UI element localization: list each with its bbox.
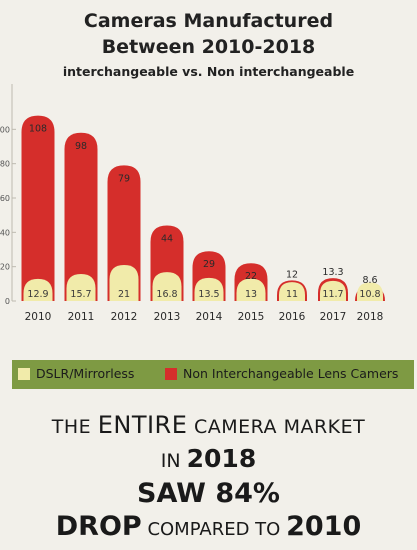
- x-tick-label: 2015: [238, 311, 265, 323]
- legend-swatch-non-interchangeable: [165, 368, 177, 380]
- bar-dslr-mirrorless: [152, 272, 182, 301]
- bar-dslr-mirrorless: [66, 274, 96, 301]
- x-tick-label: 2014: [196, 311, 223, 323]
- y-tick-label: 0: [5, 297, 10, 306]
- x-tick-label: 2012: [111, 311, 138, 323]
- headline-entire: ENTIRE: [97, 411, 188, 439]
- data-label-dslr-mirrorless: 16.8: [156, 289, 177, 300]
- chart-title-line1: Cameras Manufactured: [83, 10, 334, 32]
- headline-in: IN: [160, 450, 181, 472]
- x-tick-label: 2016: [279, 311, 306, 323]
- bar-dslr-mirrorless: [279, 282, 305, 301]
- bar-dslr-mirrorless: [320, 280, 346, 301]
- y-tick-label: 60: [0, 194, 10, 203]
- data-label-non-interchangeable: 8.6: [362, 275, 377, 286]
- headline-compared-to: COMPARED TO: [147, 519, 281, 540]
- bar-non-interchangeable: [64, 132, 98, 301]
- headline-line4: DROP COMPARED TO 2010: [0, 511, 417, 542]
- y-tick-label: 40: [0, 228, 10, 237]
- y-tick-label: 100: [0, 125, 10, 134]
- bar-dslr-mirrorless: [109, 264, 139, 301]
- bar-non-interchangeable: [21, 115, 55, 301]
- data-label-dslr-mirrorless: 12.9: [27, 289, 48, 300]
- legend-swatch-dslr: [18, 368, 30, 380]
- data-label-non-interchangeable: 22: [245, 271, 257, 282]
- headline-line1: THE ENTIRE CAMERA MARKET: [0, 411, 417, 439]
- bar-dslr-mirrorless: [357, 282, 383, 301]
- x-tick-label: 2013: [154, 311, 181, 323]
- headline-year-2018: 2018: [186, 444, 257, 473]
- data-label-dslr-mirrorless: 13.5: [198, 289, 219, 300]
- chart-subtitle: interchangeable vs. Non interchangeable: [62, 64, 355, 79]
- headline-year-2010: 2010: [286, 511, 362, 542]
- bar-chart: 0 20 40 60 80 100 108 12.9 2010 98 15.7 2011 79 21 20…: [0, 84, 385, 323]
- x-tick-label: 2018: [357, 311, 384, 323]
- data-label-non-interchangeable: 108: [29, 124, 47, 135]
- data-label-non-interchangeable: 29: [203, 259, 215, 270]
- data-label-non-interchangeable: 44: [161, 233, 173, 244]
- bar-dslr-mirrorless: [236, 278, 266, 301]
- data-label-non-interchangeable: 12: [286, 269, 298, 280]
- chart-title-line2: Between 2010-2018: [101, 36, 316, 58]
- x-tick-label: 2010: [25, 311, 52, 323]
- data-label-dslr-mirrorless: 10.8: [359, 289, 380, 300]
- headline-line3: SAW 84%: [137, 478, 280, 509]
- data-label-dslr-mirrorless: 21: [118, 289, 130, 300]
- bar-dslr-mirrorless: [23, 278, 53, 301]
- x-tick-label: 2017: [320, 311, 347, 323]
- headline-drop: DROP: [55, 511, 142, 542]
- data-label-non-interchangeable: 98: [75, 141, 87, 152]
- legend: DSLR/Mirrorless Non Interchangeable Lens…: [12, 360, 414, 389]
- data-label-dslr-mirrorless: 11: [286, 289, 298, 300]
- legend-label-dslr: DSLR/Mirrorless: [36, 366, 135, 381]
- legend-label-non-interchangeable: Non Interchangeable Lens Camers: [183, 366, 399, 381]
- data-label-dslr-mirrorless: 11.7: [322, 289, 343, 300]
- headline-line2: IN 2018: [0, 444, 417, 473]
- data-label-dslr-mirrorless: 13: [245, 289, 257, 300]
- x-tick-label: 2011: [68, 311, 95, 323]
- data-label-non-interchangeable: 79: [118, 173, 130, 184]
- y-tick-label: 20: [0, 263, 10, 272]
- bar-dslr-mirrorless: [194, 277, 224, 301]
- y-tick-label: 80: [0, 160, 10, 169]
- data-label-non-interchangeable: 13.3: [322, 267, 343, 278]
- headline-the: THE: [51, 416, 92, 438]
- data-label-dslr-mirrorless: 15.7: [70, 289, 91, 300]
- headline-camera-market: CAMERA MARKET: [193, 416, 366, 438]
